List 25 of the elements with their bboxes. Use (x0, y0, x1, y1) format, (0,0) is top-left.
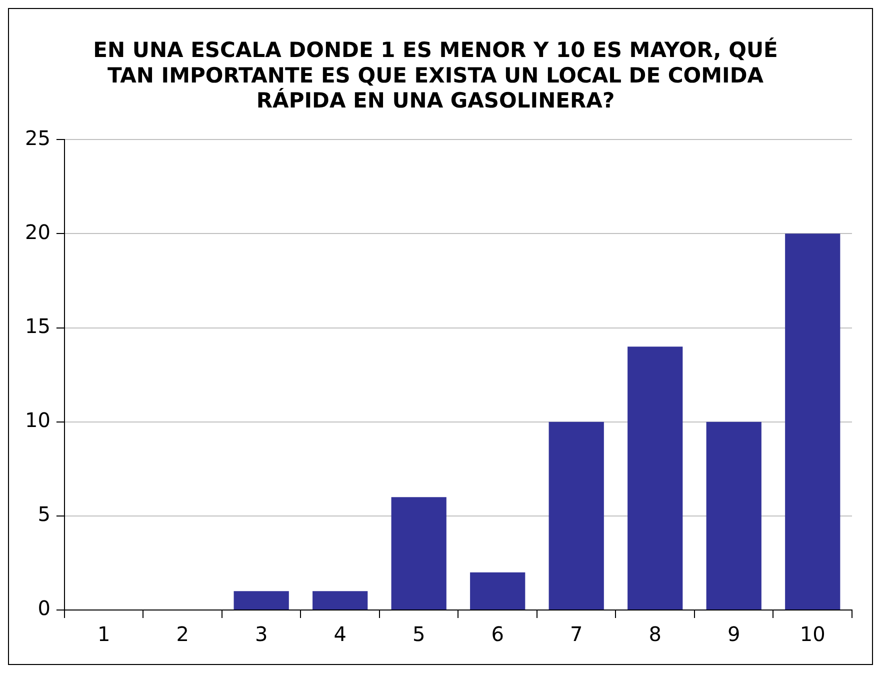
y-tick-label: 20 (24, 220, 50, 244)
y-tick-label: 10 (24, 408, 50, 432)
bar (234, 591, 289, 610)
x-tick-label: 8 (648, 622, 662, 646)
bar (785, 234, 840, 610)
x-tick-label: 9 (728, 622, 740, 646)
y-tick-label: 5 (38, 502, 50, 526)
chart-title: EN UNA ESCALA DONDE 1 ES MENOR Y 10 ES MAYOR, QUÉ TAN IMPORTANTE ES QUE EXISTA UN LOCAL DE COMIDA RÁPIDA EN UNA GASOLINERA? (93, 37, 778, 112)
x-tick-label: 3 (254, 622, 268, 646)
x-tick-label: 2 (176, 622, 189, 646)
bar (628, 346, 683, 610)
x-tick-label: 10 (800, 622, 826, 646)
x-tick-label: 4 (334, 622, 346, 646)
x-tick-label: 1 (97, 622, 110, 646)
bar (548, 422, 604, 610)
y-tick-label: 0 (38, 596, 50, 620)
y-tick-label: 25 (24, 126, 50, 150)
x-tick-label: 7 (570, 622, 583, 646)
bar (312, 591, 368, 610)
bar (391, 497, 446, 610)
bar (706, 422, 762, 610)
y-tick-label: 15 (24, 314, 50, 338)
x-tick-label: 5 (412, 622, 426, 646)
bar (470, 572, 526, 610)
x-tick-label: 6 (491, 622, 504, 646)
